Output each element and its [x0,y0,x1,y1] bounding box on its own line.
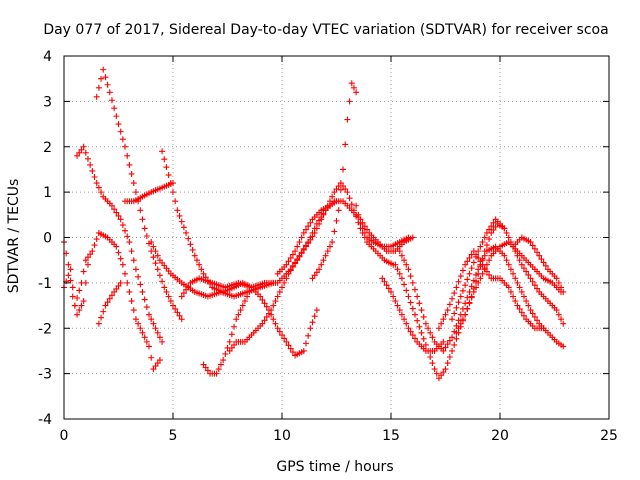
plus-markers [309,80,360,282]
y-tick-label: -2 [38,321,52,337]
y-tick-label: 2 [43,140,52,156]
plus-markers [74,143,166,345]
series-arc-11 [226,180,397,354]
y-tick-label: 0 [43,231,52,247]
series-arc-6 [122,180,176,205]
x-tick-label: 20 [491,428,509,444]
plus-markers [453,239,565,336]
series-arc-17 [396,243,567,354]
y-axis-label: SDTVAR / TECUs [6,179,22,294]
chart-title: Day 077 of 2017, Sidereal Day-to-day VTE… [43,22,608,38]
x-tick-label: 0 [60,428,69,444]
data-points [61,66,567,382]
x-tick-label: 25 [600,428,618,444]
x-axis-label: GPS time / hours [276,459,393,475]
x-tick-label: 15 [382,428,400,444]
y-tick-label: 4 [43,49,52,65]
series-arc-13 [309,80,360,282]
plus-markers [510,234,567,295]
y-tick-label: -1 [38,276,52,292]
series-arc-10 [200,288,253,377]
series-arc-5 [95,279,124,327]
plus-markers [95,279,124,327]
series-arc-20 [453,239,565,336]
plus-markers [122,180,176,205]
axis-ticks: 0 5 10 15 20 25 -4 -3 -2 -1 0 1 2 3 4 [38,49,618,444]
plus-markers [200,288,253,377]
series-arc-21 [510,234,567,295]
y-tick-label: -4 [38,412,52,428]
y-tick-label: 1 [43,185,52,201]
y-tick-label: 3 [43,94,52,110]
plus-markers [396,243,567,354]
series-arc-14 [353,202,412,250]
series-arc-3 [74,143,166,345]
plus-markers [274,198,340,277]
plus-markers [226,180,397,354]
y-tick-label: -3 [38,367,52,383]
x-tick-label: 5 [169,428,178,444]
x-tick-label: 10 [273,428,291,444]
plus-markers [93,66,185,323]
series-arc-4 [93,66,185,323]
plus-markers [353,202,412,250]
grid-lines [64,56,609,419]
series-arc-12 [274,198,340,277]
